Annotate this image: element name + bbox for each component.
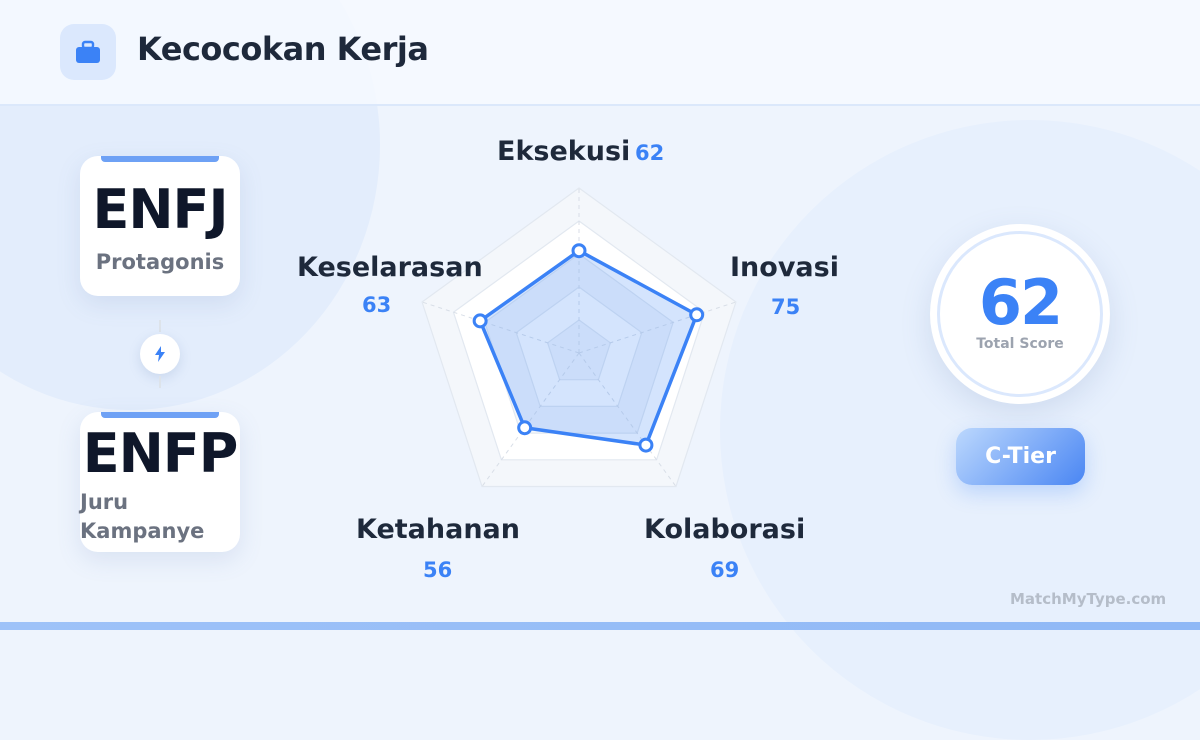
grid-spoke	[578, 352, 677, 487]
axis-value: 62	[635, 141, 665, 165]
bottom-bar	[0, 622, 1200, 630]
axis-label: Ketahanan	[356, 514, 520, 545]
axis-label: Eksekusi	[497, 136, 631, 167]
tier-badge: C-Tier	[956, 428, 1085, 485]
grid-spoke	[578, 301, 737, 354]
axis-label: Inovasi	[730, 252, 839, 283]
briefcase-icon	[60, 24, 116, 80]
lightning-icon	[140, 334, 180, 374]
axis-value: 75	[771, 295, 801, 319]
page-title: Kecocokan Kerja	[137, 30, 429, 68]
axis-label: Kolaborasi	[644, 514, 806, 545]
data-area	[478, 248, 699, 447]
grid-spoke	[481, 352, 580, 487]
type-name: Protagonis	[95, 250, 225, 274]
data-point	[638, 437, 654, 453]
type-name: Juru Kampanye	[80, 490, 205, 543]
axis-value: 69	[710, 558, 740, 582]
type-code: ENFP	[82, 422, 239, 485]
data-point	[472, 313, 488, 329]
score-label: Total Score	[976, 336, 1064, 352]
type-card-1: ENFJ Protagonis	[80, 156, 240, 296]
brand-watermark: MatchMyType.com	[1010, 590, 1167, 608]
data-point	[517, 420, 533, 436]
data-point	[571, 243, 587, 259]
data-point	[689, 307, 705, 323]
radar-chart	[421, 187, 737, 488]
axis-label: Keselarasan	[297, 252, 483, 283]
axis-value: 63	[362, 293, 392, 317]
score-value: 62	[978, 266, 1063, 339]
grid-spoke	[421, 301, 580, 354]
type-card-2: ENFP Juru Kampanye	[80, 412, 240, 552]
type-code: ENFJ	[92, 178, 228, 241]
header: Kecocokan Kerja	[0, 0, 1200, 106]
total-score: 62 Total Score	[930, 224, 1110, 404]
axis-value: 56	[423, 558, 453, 582]
